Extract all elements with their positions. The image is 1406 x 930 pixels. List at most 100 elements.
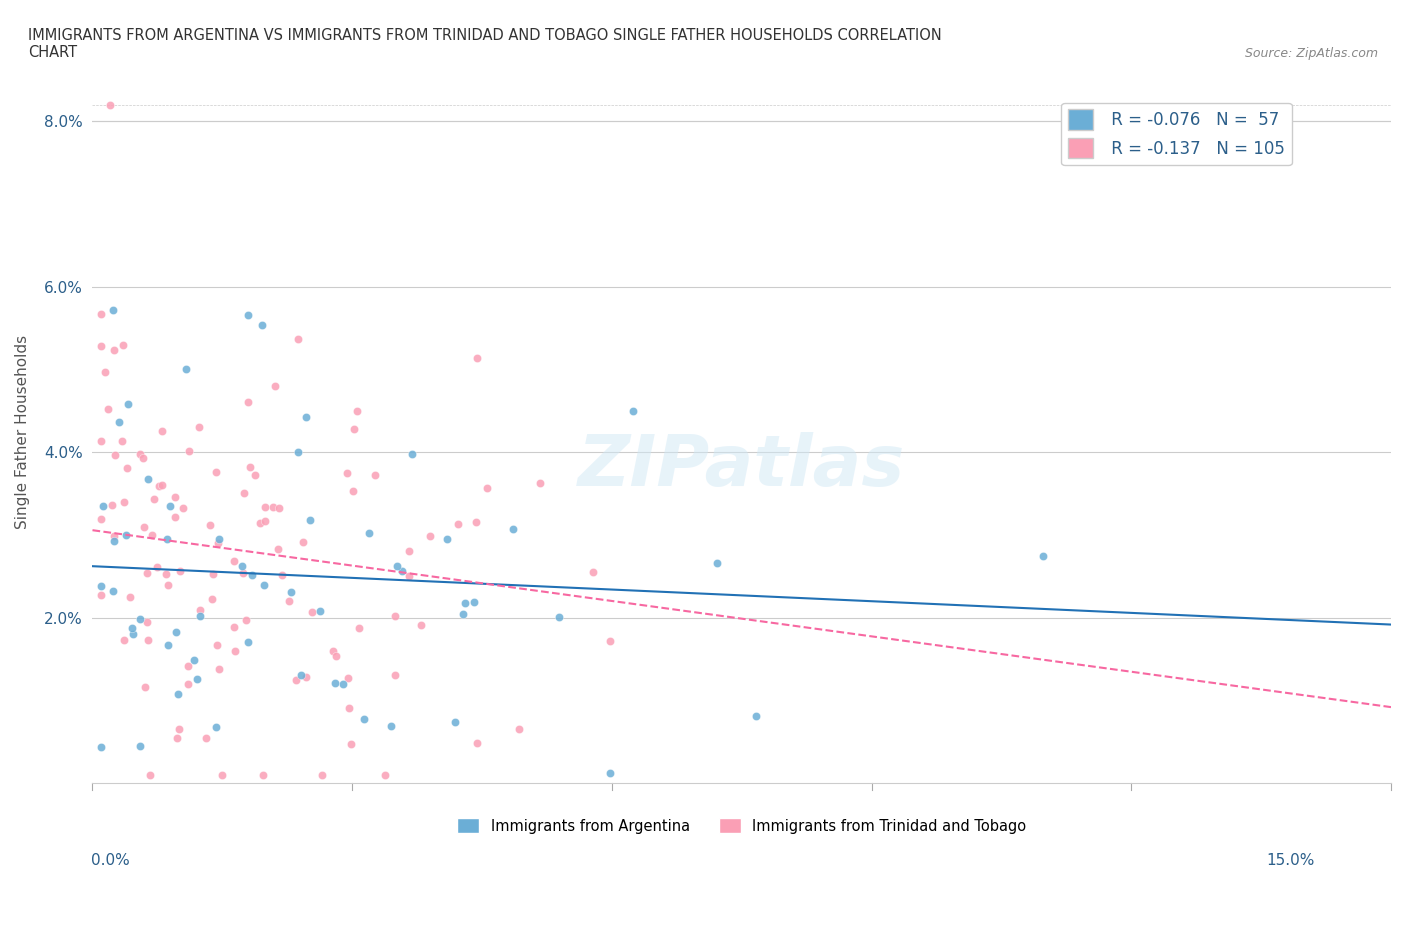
Point [353,711,375,726]
Point [98,98,121,113]
Text: 0.0%: 0.0% [91,853,131,868]
Point [141,527,163,542]
Point [1032,549,1054,564]
Point [90,588,112,603]
Point [309,604,332,618]
Point [93,365,115,379]
Point [236,635,259,650]
Point [359,525,381,540]
Point [150,423,173,438]
Point [211,768,233,783]
Point [238,308,260,323]
Point [599,633,621,648]
Point [103,342,125,357]
Y-axis label: Single Father Households: Single Father Households [15,335,30,529]
Point [252,768,274,783]
Point [188,603,211,618]
Point [401,446,423,461]
Point [129,738,152,753]
Point [118,590,141,604]
Point [250,318,273,333]
Point [745,709,768,724]
Point [253,578,276,592]
Point [207,536,229,551]
Point [349,620,371,635]
Point [157,638,180,653]
Point [465,515,488,530]
Point [451,606,474,621]
Point [174,362,197,377]
Point [201,566,224,581]
Point [177,677,200,692]
Point [325,649,347,664]
Point [398,569,420,584]
Point [706,556,728,571]
Point [115,460,138,475]
Point [112,495,135,510]
Point [254,499,277,514]
Point [235,612,257,627]
Point [363,468,385,483]
Point [91,498,114,513]
Point [134,520,156,535]
Point [143,491,166,506]
Point [146,560,169,575]
Point [332,676,354,691]
Point [90,739,112,754]
Point [90,339,112,353]
Text: ZIPatlas: ZIPatlas [578,432,905,501]
Point [322,644,344,658]
Point [285,672,308,687]
Text: IMMIGRANTS FROM ARGENTINA VS IMMIGRANTS FROM TRINIDAD AND TOBAGO SINGLE FATHER H: IMMIGRANTS FROM ARGENTINA VS IMMIGRANTS … [28,28,942,60]
Point [267,501,290,516]
Point [169,721,191,736]
Point [291,535,314,550]
Point [385,558,408,573]
Point [267,542,290,557]
Point [287,331,309,346]
Point [104,447,127,462]
Point [290,668,312,683]
Point [157,578,180,592]
Point [90,578,112,593]
Point [166,687,188,702]
Point [183,653,205,668]
Point [121,621,143,636]
Point [236,395,259,410]
Point [436,532,458,547]
Point [101,498,124,512]
Point [278,594,301,609]
Point [129,611,152,626]
Point [419,529,441,544]
Point [547,610,569,625]
Point [188,419,211,434]
Point [380,719,402,734]
Point [207,637,229,652]
Point [90,433,112,448]
Point [176,658,198,673]
Point [139,768,162,783]
Point [508,722,530,737]
Point [340,737,363,751]
Point [346,404,368,418]
Point [90,512,112,526]
Point [224,644,246,658]
Point [294,670,316,684]
Point [172,500,194,515]
Point [155,566,177,581]
Point [205,465,228,480]
Point [243,468,266,483]
Point [384,608,406,623]
Point [454,596,477,611]
Point [208,661,231,676]
Point [444,715,467,730]
Point [107,414,129,429]
Point [114,527,136,542]
Point [148,479,170,494]
Point [270,568,292,583]
Text: Source: ZipAtlas.com: Source: ZipAtlas.com [1244,46,1378,60]
Point [136,472,159,487]
Point [190,608,212,623]
Point [165,624,187,639]
Point [111,338,134,352]
